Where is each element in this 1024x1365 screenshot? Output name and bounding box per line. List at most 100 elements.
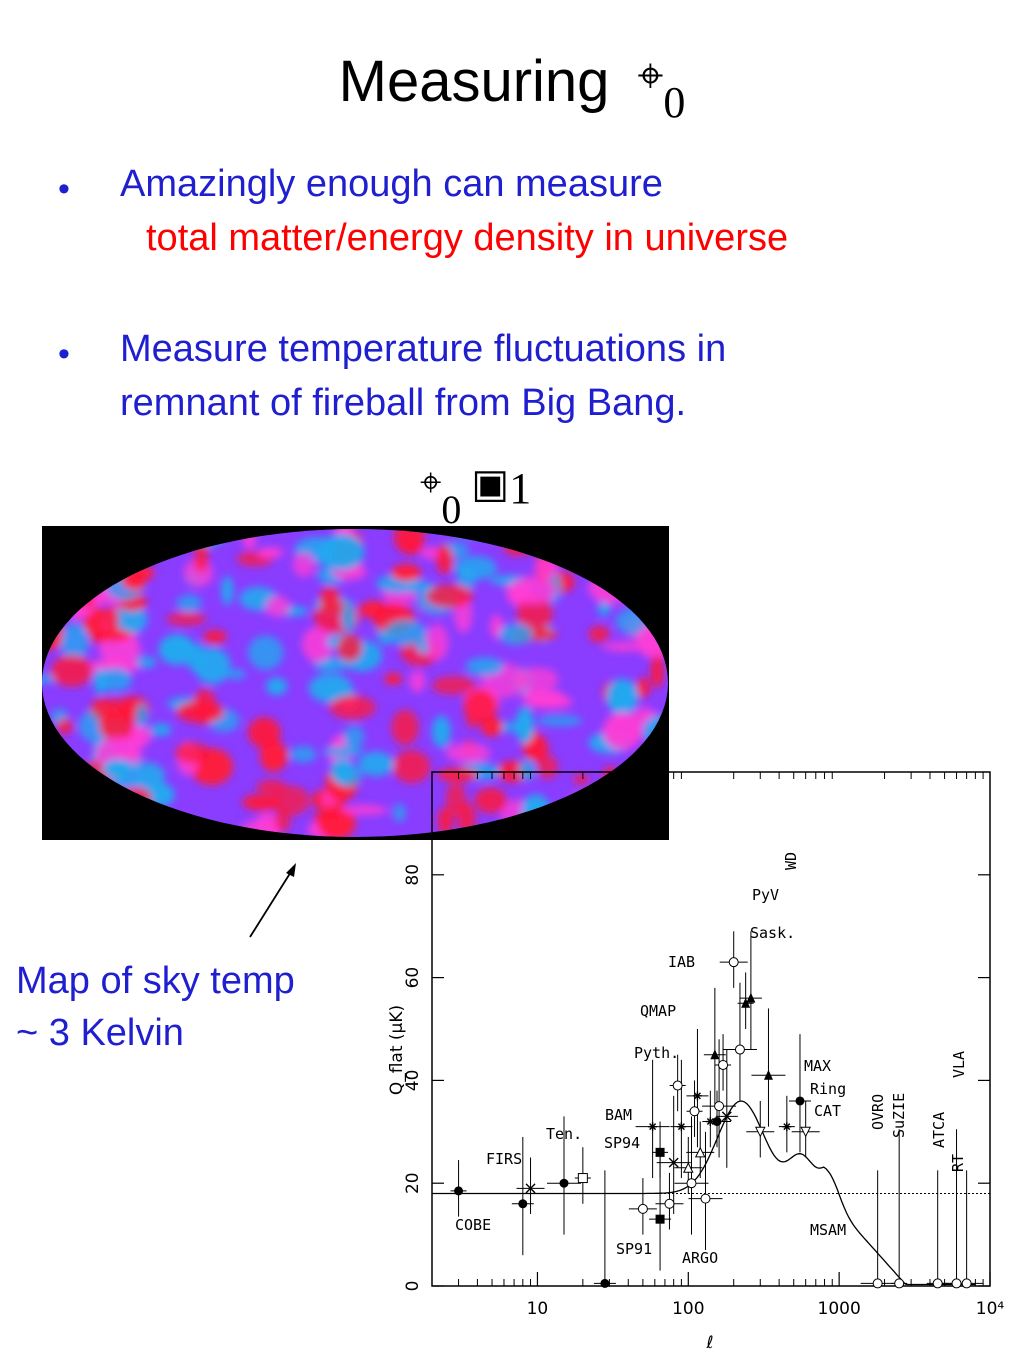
- sky-blob: [259, 740, 288, 773]
- data-point: [525, 1183, 536, 1194]
- sky-blob: [96, 667, 133, 692]
- data-point: [754, 1126, 766, 1138]
- sky-blob: [537, 715, 583, 727]
- sky-blob: [330, 757, 355, 785]
- sky-blob: [425, 584, 474, 608]
- sky-blob: [573, 774, 589, 785]
- sky-blob: [597, 601, 611, 617]
- sky-blob: [319, 533, 365, 571]
- data-point: [712, 1117, 722, 1127]
- bullet-marker-2: •: [58, 335, 70, 373]
- sky-blob: [166, 612, 207, 626]
- label-ovro: OVRO: [869, 1094, 887, 1130]
- data-point: [782, 1122, 792, 1132]
- sky-blob: [359, 600, 389, 619]
- sky-blob: [319, 587, 340, 610]
- sky-blob: [437, 807, 453, 835]
- data-point: [734, 1044, 745, 1055]
- sky-blob: [274, 807, 291, 833]
- omega-symbol-icon: ⌖: [637, 48, 664, 102]
- label-sp94: SP94: [604, 1134, 640, 1152]
- label-bam: BAM: [605, 1106, 632, 1124]
- sky-blob: [203, 629, 227, 644]
- sky-blob: [437, 767, 478, 782]
- caption-line-1: Map of sky temp: [16, 960, 295, 1002]
- box-glyph-icon: ▣: [471, 461, 510, 507]
- label-qmap: QMAP: [640, 1002, 676, 1020]
- sky-blob: [99, 706, 134, 743]
- data-point: [700, 1193, 711, 1204]
- label-iab: IAB: [668, 953, 695, 971]
- sky-blob: [271, 785, 310, 816]
- label-ten: Ten.: [546, 1125, 582, 1143]
- label-max: MAX: [804, 1057, 831, 1075]
- data-point: [705, 1117, 715, 1127]
- bullet-1-line-2: total matter/energy density in universe: [146, 217, 789, 259]
- sky-blob: [292, 552, 315, 578]
- sky-blob: [247, 635, 284, 670]
- data-point: [872, 1278, 883, 1289]
- sky-blob: [104, 606, 119, 634]
- label-ring: Ring: [810, 1080, 846, 1098]
- sky-blob: [384, 673, 403, 685]
- data-point: [668, 1157, 679, 1168]
- sky-blob: [425, 624, 449, 661]
- cmb-power-spectrum-chart: 0 20 40 60 80 10 100 1000 10⁴ COBE FIRS Ten. SP…: [387, 771, 1005, 1353]
- data-point: [718, 1059, 729, 1070]
- sky-blob: [301, 626, 334, 663]
- data-point: [689, 1106, 700, 1117]
- sky-blob: [312, 811, 349, 824]
- sky-blob: [150, 723, 172, 737]
- label-firs: FIRS: [486, 1150, 522, 1168]
- sky-blob: [257, 547, 284, 558]
- x-tick-label: 100: [672, 1299, 704, 1319]
- sky-blob: [50, 655, 93, 687]
- sky-blob: [588, 625, 610, 643]
- label-rt: RT: [949, 1154, 967, 1172]
- label-cobe: COBE: [455, 1216, 491, 1234]
- caption-line-2: ~ 3 Kelvin: [16, 1012, 184, 1055]
- data-point: [710, 1049, 720, 1060]
- data-point: [763, 1069, 773, 1080]
- sky-blob: [265, 596, 290, 618]
- sky-blob: [107, 659, 120, 671]
- equation: ⌖0▣1: [420, 460, 531, 533]
- sky-blob: [93, 628, 132, 642]
- sky-blob: [393, 803, 406, 823]
- title-subscript: 0: [663, 78, 686, 127]
- sky-blob: [265, 677, 288, 696]
- y-tick-label: 80: [403, 864, 423, 886]
- sky-blob: [515, 667, 559, 691]
- plot-frame: [431, 771, 991, 1287]
- sky-blob: [358, 751, 394, 777]
- sky-blob: [454, 555, 497, 581]
- title-text: Measuring: [338, 49, 610, 114]
- x-tick-label: 10: [527, 1299, 549, 1319]
- data-point: [637, 1203, 648, 1214]
- y-axis-ticks: 0 20 40 60 80: [403, 864, 990, 1291]
- data-point: [664, 1198, 675, 1209]
- label-pyth: Pyth.: [634, 1044, 679, 1062]
- x-tick-label: 10⁴: [976, 1299, 1005, 1319]
- data-point: [800, 1126, 811, 1138]
- equation-subscript: 0: [441, 487, 462, 532]
- data-point: [932, 1278, 943, 1289]
- data-point: [655, 1214, 665, 1224]
- y-tick-label: 60: [403, 967, 423, 989]
- sky-blob: [409, 670, 426, 693]
- data-point: [714, 1101, 725, 1112]
- equation-value: 1: [509, 464, 532, 513]
- data-point: [672, 1080, 683, 1091]
- data-point: [694, 1146, 706, 1158]
- label-wd: WD: [782, 852, 800, 870]
- label-atca: ATCA: [930, 1112, 948, 1148]
- sky-blob: [391, 709, 419, 746]
- sky-blob: [176, 594, 202, 612]
- bullet-2-line-2: remnant of fireball from Big Bang.: [120, 382, 687, 424]
- sky-temperature-map: [42, 526, 669, 840]
- data-point: [951, 1278, 962, 1289]
- pointer-arrow: [249, 863, 296, 938]
- sky-blob: [60, 623, 89, 661]
- error-bars: [450, 931, 984, 1284]
- sky-blob: [509, 576, 557, 604]
